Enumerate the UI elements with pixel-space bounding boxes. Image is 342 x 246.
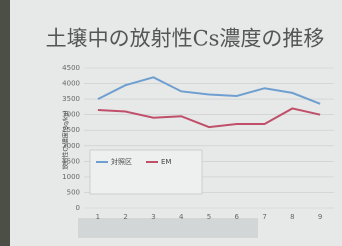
x-tick-label: 7 bbox=[262, 213, 266, 221]
x-tick-label: 1 bbox=[96, 213, 100, 221]
y-tick-label: 1000 bbox=[62, 173, 80, 181]
y-tick-label: 1500 bbox=[62, 157, 80, 165]
x-tick-label: 3 bbox=[151, 213, 155, 221]
viewer-toolbar bbox=[78, 218, 258, 238]
legend-label: 対照区 bbox=[111, 157, 132, 166]
page: {"chart_data": {"type": "line", "title":… bbox=[0, 0, 342, 246]
y-tick-label: 4000 bbox=[62, 80, 80, 88]
x-tick-label: 4 bbox=[179, 213, 184, 221]
chart-title: 土壌中の放射性Cs濃度の推移 bbox=[46, 27, 325, 51]
y-tick-label: 2000 bbox=[62, 142, 80, 150]
photo-edge bbox=[0, 0, 10, 246]
x-tick-label: 6 bbox=[235, 213, 240, 221]
x-tick-label: 8 bbox=[290, 213, 294, 221]
y-tick-label: 500 bbox=[67, 188, 80, 196]
y-tick-label: 3000 bbox=[62, 111, 80, 119]
y-tick-label: 0 bbox=[76, 204, 80, 212]
y-tick-label: 3500 bbox=[62, 95, 80, 103]
y-tick-label: 4500 bbox=[62, 64, 80, 72]
legend-label: EM bbox=[161, 158, 171, 166]
chart: 土壌中の放射性Cs濃度の推移 放射性Cs濃度(Bq/kg) 0500100015… bbox=[0, 0, 342, 246]
x-tick-label: 9 bbox=[318, 213, 322, 221]
x-tick-label: 5 bbox=[207, 213, 211, 221]
y-tick-label: 2500 bbox=[62, 126, 80, 134]
x-tick-label: 2 bbox=[123, 213, 127, 221]
legend-box bbox=[90, 150, 202, 194]
